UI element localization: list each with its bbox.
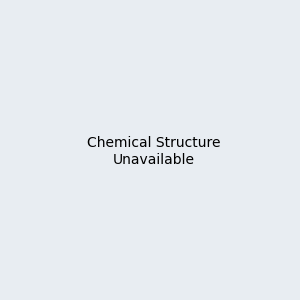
- Text: Chemical Structure
Unavailable: Chemical Structure Unavailable: [87, 136, 220, 166]
